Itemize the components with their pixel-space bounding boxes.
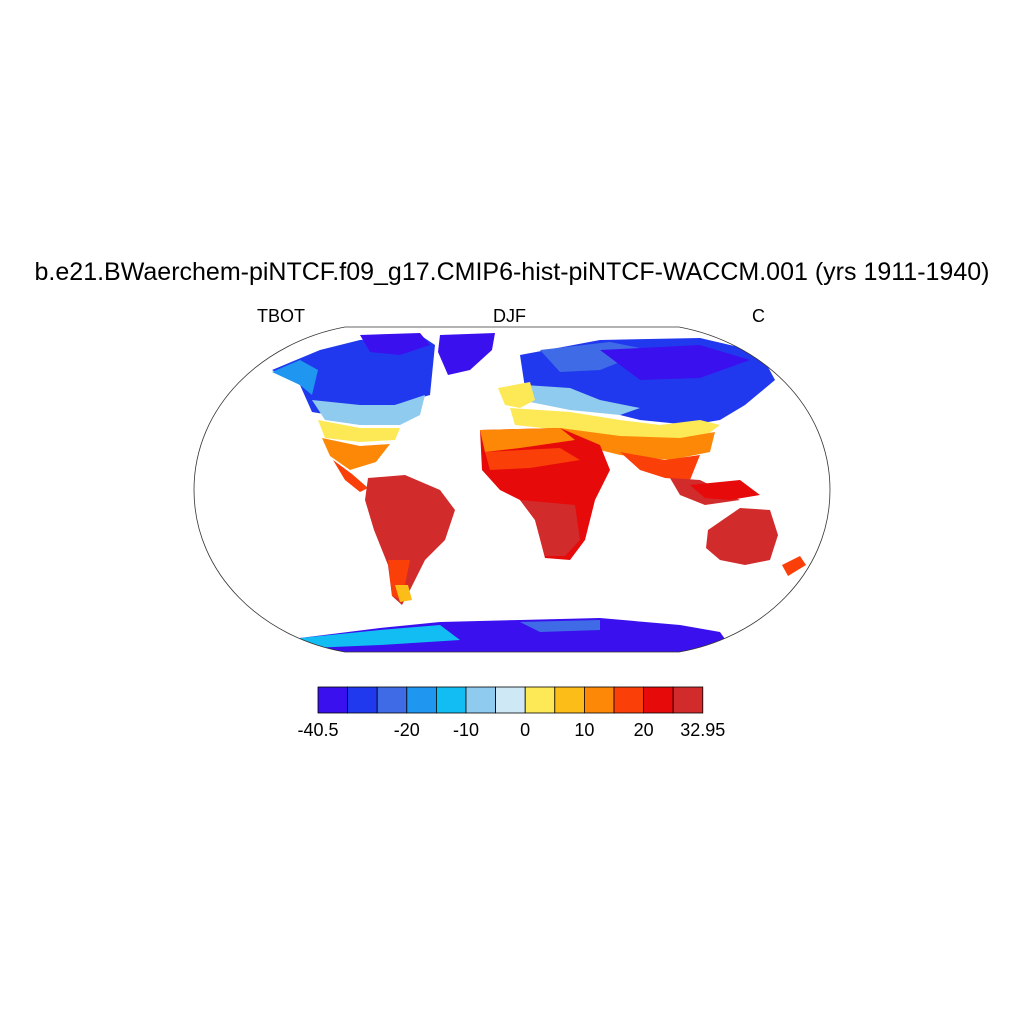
colorbar-box <box>613 686 645 714</box>
colorbar-box <box>495 686 526 714</box>
colorbar-tick-label: 0 <box>520 720 531 740</box>
colorbar-tick-label: 20 <box>633 720 654 740</box>
indonesia-region <box>690 480 760 500</box>
colorbar-tick-label: -40.5 <box>297 720 339 740</box>
australia-region <box>706 508 778 565</box>
new-zealand-region <box>782 556 806 576</box>
africa-region <box>480 428 610 560</box>
colorbar-tick-label: 32.95 <box>680 720 726 740</box>
units-label: C <box>752 306 765 326</box>
plot-title: b.e21.BWaerchem-piNTCF.f09_g17.CMIP6-his… <box>34 258 990 286</box>
antarctica-region <box>290 618 740 652</box>
colorbar-box <box>376 686 408 714</box>
season-label: DJF <box>493 306 526 326</box>
colorbar-box <box>317 686 349 714</box>
south-america-region <box>365 475 455 605</box>
map-panel <box>272 333 806 652</box>
variable-label: TBOT <box>257 306 305 326</box>
colorbar-tick-label: -20 <box>393 720 420 740</box>
colorbar <box>317 686 704 714</box>
colorbar-box <box>465 686 497 714</box>
colorbar-box <box>347 686 378 714</box>
colorbar-box <box>524 686 556 714</box>
colorbar-box <box>584 686 615 714</box>
greenland-region <box>438 333 495 375</box>
north-america-region <box>272 333 435 492</box>
colorbar-box <box>643 686 674 714</box>
colorbar-tick-label: -10 <box>452 720 480 740</box>
eurasia-region <box>498 338 775 505</box>
map-boundary <box>193 326 831 653</box>
colorbar-box <box>406 686 437 714</box>
colorbar-tick-label: 10 <box>574 720 595 740</box>
colorbar-box <box>554 686 585 714</box>
colorbar-box <box>435 686 467 714</box>
colorbar-box <box>672 686 704 714</box>
